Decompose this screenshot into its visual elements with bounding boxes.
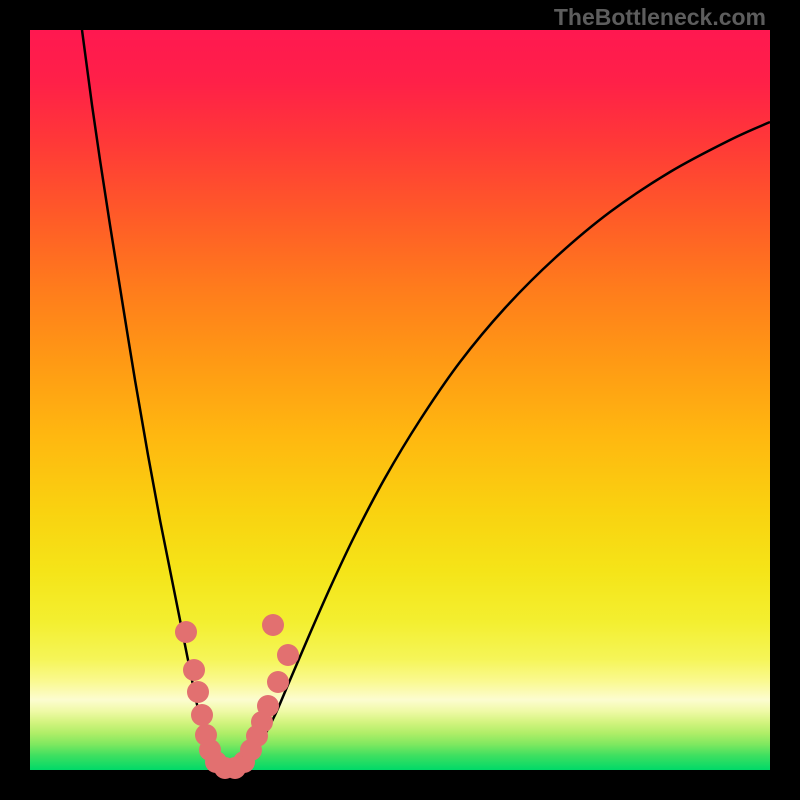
watermark-text: TheBottleneck.com [554, 4, 766, 31]
bottleneck-curve [82, 30, 770, 770]
data-marker [175, 621, 197, 643]
data-marker [183, 659, 205, 681]
chart-frame: TheBottleneck.com [0, 0, 800, 800]
data-marker [277, 644, 299, 666]
data-marker [191, 704, 213, 726]
data-marker [262, 614, 284, 636]
data-markers [175, 614, 299, 779]
curve-layer [30, 30, 770, 770]
data-marker [267, 671, 289, 693]
data-marker [257, 695, 279, 717]
data-marker [187, 681, 209, 703]
